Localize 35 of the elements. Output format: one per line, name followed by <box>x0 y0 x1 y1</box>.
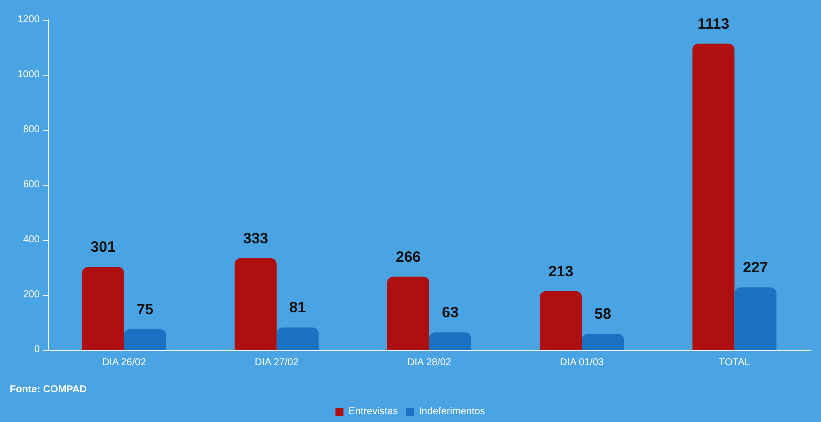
bar <box>234 258 277 350</box>
bar <box>692 44 735 350</box>
data-label: 1113 <box>698 16 730 33</box>
x-tick-label: TOTAL <box>719 358 751 368</box>
x-tick-label: DIA 01/03 <box>560 358 604 368</box>
bar <box>582 334 624 350</box>
y-tick-label: 0 <box>34 344 40 356</box>
y-tick-label: 1000 <box>18 70 40 80</box>
bar <box>124 329 166 350</box>
y-tick-label: 200 <box>23 290 40 300</box>
data-label: 301 <box>90 239 116 256</box>
data-label: 333 <box>243 230 268 248</box>
data-label: 227 <box>743 260 768 277</box>
legend-label: Indeferimentos <box>419 406 486 418</box>
data-label: 81 <box>290 300 306 317</box>
data-label: 75 <box>136 301 154 318</box>
bar <box>276 328 319 350</box>
x-tick-label: DIA 28/02 <box>408 358 452 368</box>
x-tick-label: DIA 26/02 <box>102 358 147 368</box>
bar <box>430 332 472 350</box>
bar <box>734 288 777 350</box>
y-tick-label: 400 <box>23 234 40 246</box>
bar <box>388 276 430 350</box>
bar <box>82 267 124 350</box>
data-label: 58 <box>594 306 612 324</box>
bar <box>540 291 582 350</box>
x-tick-label: DIA 27/02 <box>254 358 300 368</box>
y-tick-label: 1200 <box>18 14 40 26</box>
data-label: 63 <box>442 304 459 322</box>
data-label: 266 <box>396 248 422 266</box>
source-note: Fonte: COMPAD <box>10 384 88 396</box>
legend-label: Entrevistas <box>348 406 398 418</box>
y-tick-label: 800 <box>23 124 40 136</box>
y-tick-label: 600 <box>23 180 40 190</box>
data-label: 213 <box>548 263 574 280</box>
